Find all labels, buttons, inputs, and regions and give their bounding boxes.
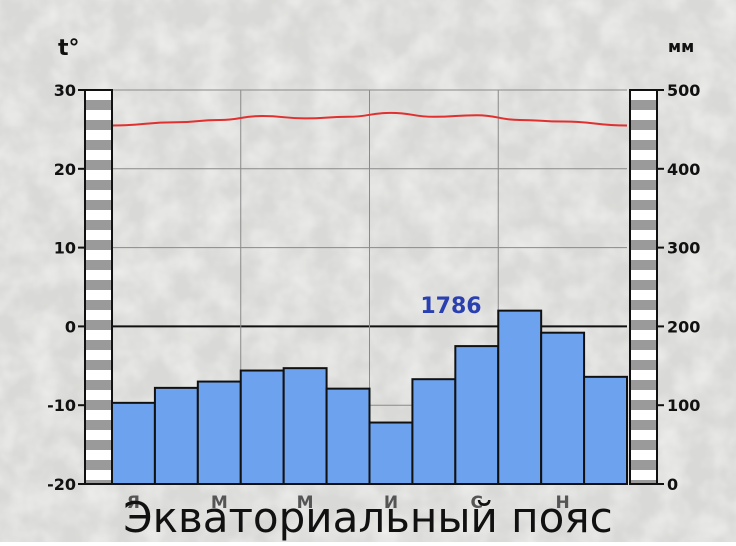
precipitation-bar [540,331,586,486]
left-axis-label: t° [58,36,80,61]
precipitation-bar [153,386,199,486]
right-scale-bar-stripe [631,280,656,290]
precipitation-bar [454,345,500,485]
chart-caption: Экваториальный пояс [123,493,613,542]
left-scale-bar-stripe [86,240,111,250]
left-scale-bar-stripe [86,460,111,470]
precipitation-bar [325,387,371,486]
month-label: С [471,493,483,513]
left-scale-bar-stripe [86,300,111,310]
right-scale-bar-stripe [631,160,656,170]
right-scale-bar-stripe [631,120,656,130]
right-scale-bar-stripe [631,380,656,390]
right-axis-label: мм [668,37,694,56]
left-tick-label: 20 [54,160,76,179]
month-label: И [384,493,398,513]
right-tick-label: 300 [667,239,700,258]
left-tick-label: 0 [65,317,76,336]
left-scale-bar-stripe [86,180,111,190]
month-label: М [297,493,314,513]
right-scale-bar-stripe [631,220,656,230]
left-scale-bar-stripe [86,100,111,110]
left-scale-bar-stripe [86,360,111,370]
left-scale-bar-stripe [86,380,111,390]
right-scale-bar-stripe [631,400,656,410]
left-scale-bar-stripe [86,200,111,210]
left-scale-bar-stripe [86,120,111,130]
left-scale-bar-stripe [86,340,111,350]
left-tick-label: -10 [47,396,76,415]
left-scale-bar-stripe [86,220,111,230]
right-tick-label: 0 [667,475,678,494]
right-tick-label: 200 [667,317,700,336]
precipitation-bar [368,421,414,486]
left-tick-label: -20 [47,475,76,494]
right-scale-bar-stripe [631,240,656,250]
left-scale-bar-stripe [86,440,111,450]
right-scale-bar-stripe [631,180,656,190]
precipitation-bar [196,380,242,485]
left-scale-bar-stripe [86,400,111,410]
right-scale-bar-stripe [631,140,656,150]
right-scale-bar-stripe [631,300,656,310]
left-scale-bar-stripe [86,320,111,330]
month-label: Я [127,493,140,513]
left-scale-bar-frame [84,89,113,485]
right-scale-bar-stripe [631,440,656,450]
annual-precipitation-label: 1786 [420,294,481,319]
left-tick-label: 10 [54,239,76,258]
left-scale-bar-stripe [86,260,111,270]
precipitation-bar [411,378,457,486]
left-scale-bar-stripe [86,420,111,430]
precipitation-bar [583,375,628,485]
left-scale-bar-stripe [86,280,111,290]
right-scale-bar-frame [629,89,658,485]
month-label: Н [556,493,570,513]
precipitation-bars [111,309,628,486]
left-scale-bar-stripe [86,480,111,484]
precipitation-bar [497,309,543,486]
right-scale-bar-stripe [631,100,656,110]
left-tick-label: 30 [54,81,76,100]
right-tick-label: 500 [667,81,700,100]
right-scale-bar-stripe [631,320,656,330]
right-scale-bar-stripe [631,360,656,370]
right-scale-bar-stripe [631,340,656,350]
right-tick-label: 100 [667,396,700,415]
right-tick-label: 400 [667,160,700,179]
precipitation-bar [282,367,328,485]
temperature-line [111,111,628,127]
precipitation-bar [111,401,156,485]
right-scale-bar-stripe [631,480,656,484]
right-scale-bar-stripe [631,460,656,470]
precipitation-bar [239,369,285,486]
left-scale-bar-stripe [86,160,111,170]
temperature-line-group [111,111,628,127]
right-scale-bar-stripe [631,420,656,430]
right-scale-bar-stripe [631,260,656,270]
left-scale-bar-stripe [86,140,111,150]
month-label: М [211,493,228,513]
right-scale-bar-stripe [631,200,656,210]
